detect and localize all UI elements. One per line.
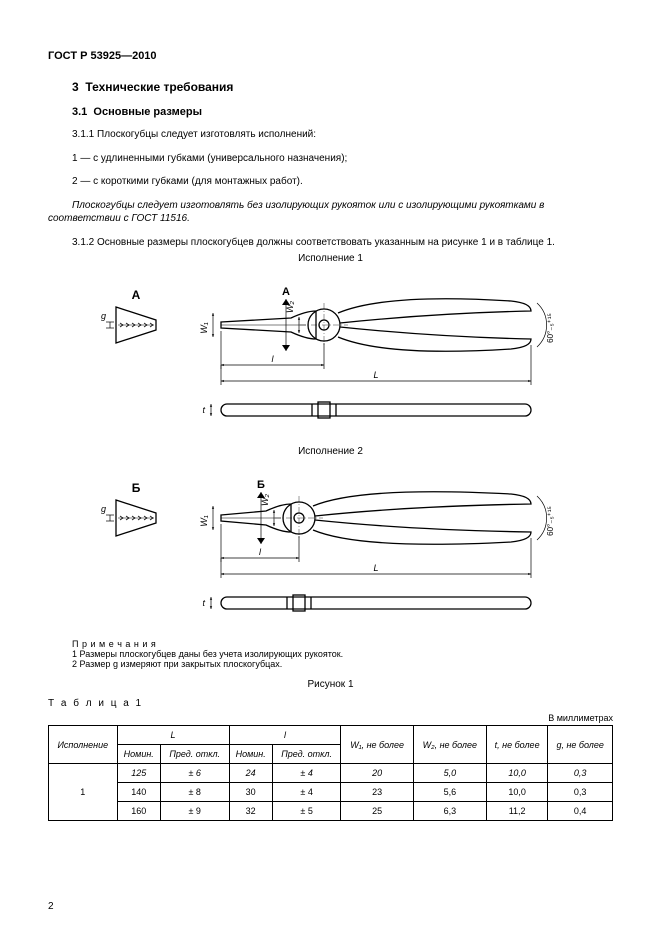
svg-text:t: t — [202, 405, 205, 415]
table-header-row-1: Исполнение L l W₁, не более W₂, не более… — [49, 726, 613, 745]
cell: 20 — [341, 764, 413, 783]
cell: 125 — [117, 764, 160, 783]
section-title: 3 Технические требования — [72, 80, 613, 94]
table-units: В миллиметрах — [48, 713, 613, 723]
notes-2: 2 Размер g измеряют при закрытых плоског… — [72, 659, 613, 669]
cell-exec: 1 — [49, 764, 118, 821]
svg-text:Б: Б — [131, 481, 140, 495]
cell: 0,3 — [548, 764, 613, 783]
cell: ± 4 — [272, 783, 341, 802]
figure-exec2: g Б Б W₁ W₂ l L 60°₋₅⁺¹⁵ t — [101, 463, 561, 633]
cell: ± 4 — [272, 764, 341, 783]
cell: 10,0 — [486, 764, 547, 783]
subsection-name: Основные размеры — [93, 106, 202, 118]
cell: 23 — [341, 783, 413, 802]
page-number: 2 — [48, 901, 54, 912]
col-g: g, не более — [548, 726, 613, 764]
col-l-nomin: Номин. — [229, 745, 272, 764]
cell: ± 8 — [160, 783, 229, 802]
svg-text:g: g — [101, 311, 106, 321]
svg-text:60°₋₅⁺¹⁵: 60°₋₅⁺¹⁵ — [546, 313, 555, 343]
cell: 24 — [229, 764, 272, 783]
cell: 30 — [229, 783, 272, 802]
notes-1: 1 Размеры плоскогубцев даны без учета из… — [72, 649, 613, 659]
svg-text:t: t — [202, 598, 205, 608]
cell: 5,0 — [413, 764, 486, 783]
subsection-title: 3.1 Основные размеры — [72, 106, 613, 118]
cell: 0,4 — [548, 802, 613, 821]
section-num: 3 — [72, 80, 79, 94]
section-name: Технические требования — [85, 80, 233, 94]
col-t: t, не более — [486, 726, 547, 764]
cell: 10,0 — [486, 783, 547, 802]
drawing-exec1: g А А W₁ W₂ l L 60°₋₅⁺¹⁵ t — [101, 270, 561, 440]
drawing-exec2: g Б Б W₁ W₂ l L 60°₋₅⁺¹⁵ t — [101, 463, 561, 633]
para-exec-1: 1 — с удлиненными губками (универсальног… — [48, 152, 613, 166]
svg-text:l: l — [271, 354, 274, 364]
svg-text:Б: Б — [257, 479, 265, 491]
doc-header: ГОСТ Р 53925—2010 — [48, 50, 613, 62]
cell: 32 — [229, 802, 272, 821]
table-label: Т а б л и ц а 1 — [48, 698, 613, 709]
table-row: 160 ± 9 32 ± 5 25 6,3 11,2 0,4 — [49, 802, 613, 821]
col-l: l — [229, 726, 341, 745]
notes-heading: П р и м е ч а н и я — [72, 639, 613, 649]
svg-text:L: L — [373, 563, 378, 573]
svg-text:g: g — [101, 504, 106, 514]
svg-text:60°₋₅⁺¹⁵: 60°₋₅⁺¹⁵ — [546, 506, 555, 536]
col-L: L — [117, 726, 229, 745]
fig-exec2-label: Исполнение 2 — [48, 446, 613, 457]
para-3-1-2: 3.1.2 Основные размеры плоскогубцев долж… — [48, 236, 613, 250]
figure-caption: Рисунок 1 — [48, 679, 613, 690]
dimensions-table: Исполнение L l W₁, не более W₂, не более… — [48, 725, 613, 821]
svg-text:l: l — [259, 547, 262, 557]
col-W1: W₁, не более — [341, 726, 413, 764]
cell: 0,3 — [548, 783, 613, 802]
svg-text:W₁: W₁ — [199, 322, 209, 333]
cell: ± 6 — [160, 764, 229, 783]
svg-text:L: L — [373, 370, 378, 380]
svg-text:W₁: W₁ — [199, 515, 209, 526]
cell: 25 — [341, 802, 413, 821]
fig-exec1-label: Исполнение 1 — [48, 253, 613, 264]
cell: ± 5 — [272, 802, 341, 821]
cell: 140 — [117, 783, 160, 802]
cell: 11,2 — [486, 802, 547, 821]
cell: ± 9 — [160, 802, 229, 821]
cell: 6,3 — [413, 802, 486, 821]
subsection-num: 3.1 — [72, 106, 87, 118]
col-exec: Исполнение — [49, 726, 118, 764]
svg-text:W₂: W₂ — [260, 494, 270, 506]
col-L-pred: Пред. откл. — [160, 745, 229, 764]
svg-text:W₂: W₂ — [285, 301, 295, 313]
table-row: 1 125 ± 6 24 ± 4 20 5,0 10,0 0,3 — [49, 764, 613, 783]
col-l-pred: Пред. откл. — [272, 745, 341, 764]
svg-text:А: А — [131, 288, 140, 302]
figure-exec1: g А А W₁ W₂ l L 60°₋₅⁺¹⁵ t — [101, 270, 561, 440]
svg-text:А: А — [282, 286, 290, 298]
col-W2: W₂, не более — [413, 726, 486, 764]
table-row: 140 ± 8 30 ± 4 23 5,6 10,0 0,3 — [49, 783, 613, 802]
cell: 160 — [117, 802, 160, 821]
para-exec-2: 2 — с короткими губками (для монтажных р… — [48, 175, 613, 189]
cell: 5,6 — [413, 783, 486, 802]
para-note-gost: Плоскогубцы следует изготовлять без изол… — [48, 199, 613, 226]
para-3-1-1: 3.1.1 Плоскогубцы следует изготовлять ис… — [48, 128, 613, 142]
col-L-nomin: Номин. — [117, 745, 160, 764]
